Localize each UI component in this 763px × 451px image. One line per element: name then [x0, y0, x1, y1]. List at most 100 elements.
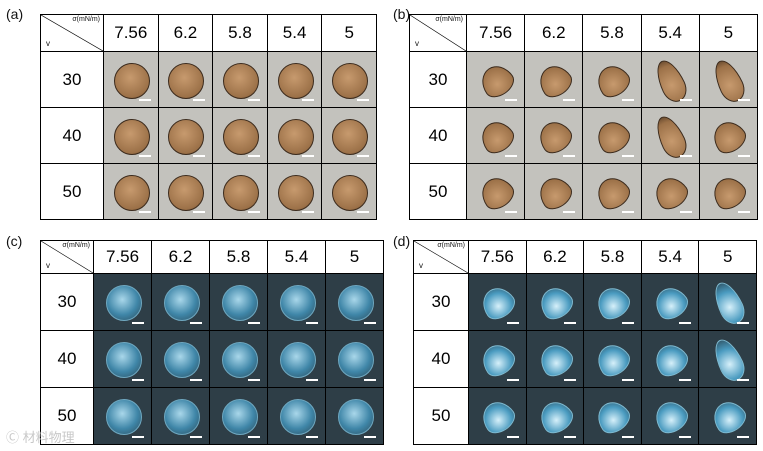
round-droplet	[168, 62, 205, 99]
row-header: 40	[414, 331, 468, 387]
micrograph-image	[94, 331, 151, 387]
micrograph-image	[526, 388, 584, 444]
deformed-droplet	[651, 55, 692, 106]
scale-bar	[306, 322, 318, 324]
round-droplet	[105, 342, 142, 378]
scale-bar	[190, 436, 202, 438]
micrograph-image	[525, 164, 583, 219]
micrograph-image	[152, 388, 209, 444]
micrograph-image	[641, 52, 699, 107]
column-header: 5	[699, 241, 756, 273]
row-header: 50	[414, 388, 468, 444]
scale-bar	[138, 155, 151, 157]
scale-bar	[563, 99, 576, 101]
micrograph-image	[158, 164, 213, 219]
round-droplet	[163, 285, 200, 321]
micrograph-image	[152, 274, 209, 330]
deformed-droplet	[533, 59, 577, 102]
deformed-droplet	[474, 115, 519, 158]
scale-bar	[736, 379, 749, 381]
micrograph-image	[641, 388, 699, 444]
micrograph-image	[641, 331, 699, 387]
deformed-droplet	[651, 111, 692, 162]
deformed-droplet	[591, 59, 635, 102]
micrograph-image	[525, 52, 583, 107]
scale-bar	[248, 379, 260, 381]
scale-bar	[193, 211, 206, 213]
micrograph-image	[158, 52, 213, 107]
scale-bar	[621, 211, 634, 213]
column-header: 5	[699, 15, 757, 51]
column-header: 5.8	[583, 15, 641, 51]
micrograph-image	[526, 331, 584, 387]
corner-label-sigma: σ(mN/m)	[72, 16, 100, 23]
micrograph-image	[326, 388, 383, 444]
micrograph-image	[584, 388, 641, 444]
micrograph-image	[467, 108, 525, 163]
deformed-droplet	[591, 281, 636, 325]
axis-corner: σ(mN/m) v	[41, 15, 103, 51]
round-droplet	[105, 399, 142, 435]
round-droplet	[105, 285, 142, 321]
scale-bar	[356, 211, 369, 213]
scale-bar	[248, 436, 260, 438]
round-droplet	[279, 285, 316, 321]
scale-bar	[247, 155, 260, 157]
scale-bar	[736, 322, 749, 324]
micrograph-image	[326, 274, 383, 330]
micrograph-grid-b: σ(mN/m) v 7.56 6.2 5.8 5.4 5 30 40 50	[409, 14, 758, 220]
corner-label-v: v	[46, 39, 50, 48]
deformed-droplet	[591, 338, 636, 382]
deformed-droplet	[534, 281, 578, 325]
micrograph-image	[104, 164, 158, 219]
column-header: 7.56	[467, 15, 525, 51]
micrograph-image	[526, 274, 584, 330]
micrograph-image	[641, 274, 699, 330]
scale-bar	[138, 211, 151, 213]
round-droplet	[277, 118, 314, 155]
panel-label-a: (a)	[6, 6, 24, 22]
round-droplet	[222, 118, 259, 155]
micrograph-image	[213, 108, 267, 163]
deformed-droplet	[591, 171, 635, 214]
column-header: 7.56	[94, 241, 151, 273]
deformed-droplet	[707, 171, 752, 214]
deformed-droplet	[706, 395, 751, 439]
scale-bar	[564, 379, 577, 381]
micrograph-image	[467, 52, 525, 107]
micrograph-image	[699, 388, 756, 444]
micrograph-image	[641, 164, 699, 219]
panel-label-d: (d)	[393, 233, 411, 249]
scale-bar	[621, 436, 634, 438]
row-header: 40	[41, 331, 93, 387]
scale-bar	[132, 379, 144, 381]
column-header: 5.8	[210, 241, 267, 273]
corner-label-sigma: σ(mN/m)	[435, 16, 463, 23]
panel-label-b: (b)	[393, 6, 411, 22]
column-header: 5.4	[268, 241, 325, 273]
deformed-droplet	[533, 115, 577, 158]
scale-bar	[356, 155, 369, 157]
micrograph-image	[583, 108, 641, 163]
round-droplet	[222, 174, 259, 211]
micrograph-image	[268, 274, 325, 330]
column-header: 5.8	[584, 241, 641, 273]
deformed-droplet	[709, 55, 750, 106]
corner-label-v: v	[46, 261, 50, 270]
round-droplet	[113, 174, 150, 211]
round-droplet	[277, 174, 314, 211]
axis-corner: σ(mN/m) v	[41, 241, 93, 273]
scale-bar	[193, 99, 206, 101]
micrograph-image	[210, 274, 267, 330]
scale-bar	[679, 322, 692, 324]
round-droplet	[277, 62, 314, 99]
scale-bar	[506, 379, 519, 381]
micrograph-image	[210, 331, 267, 387]
micrograph-image	[699, 52, 757, 107]
column-header: 5.4	[267, 15, 322, 51]
round-droplet	[168, 118, 205, 155]
round-droplet	[221, 285, 258, 321]
scale-bar	[621, 155, 634, 157]
micrograph-image	[213, 52, 267, 107]
deformed-droplet	[708, 334, 749, 386]
